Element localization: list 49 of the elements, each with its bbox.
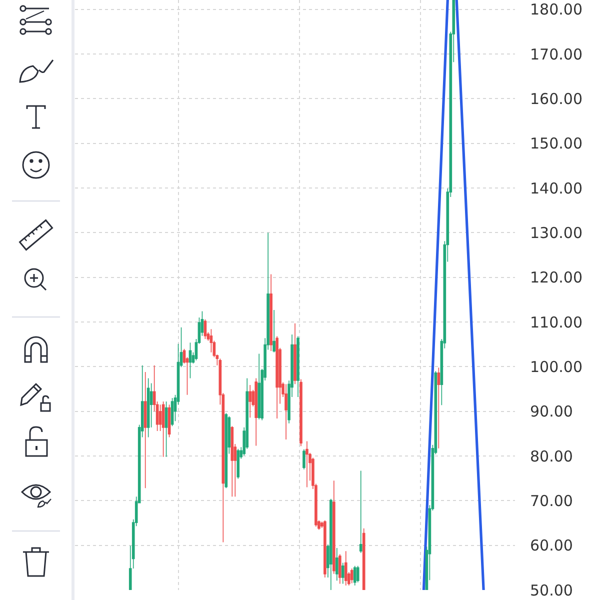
y-tick-label: 160.00 xyxy=(530,90,582,108)
candlestick xyxy=(356,565,360,583)
candlestick xyxy=(258,353,260,420)
candlestick xyxy=(230,426,234,498)
candlestick xyxy=(306,440,308,488)
candlestick xyxy=(236,448,240,480)
candlestick xyxy=(272,310,276,353)
candlestick xyxy=(296,336,300,398)
candlestick xyxy=(335,548,338,582)
candlestick xyxy=(300,378,302,447)
candlestick xyxy=(330,498,332,590)
y-tick-label: 110.00 xyxy=(530,313,582,332)
candlestick xyxy=(204,318,207,340)
y-tick-label: 90.00 xyxy=(530,402,573,421)
y-tick-label: 60.00 xyxy=(530,536,573,555)
candlestick xyxy=(341,562,344,584)
candlestick xyxy=(248,384,252,418)
y-tick-label: 50.00 xyxy=(530,581,573,600)
y-tick-label: 130.00 xyxy=(530,224,582,242)
candlestick xyxy=(270,274,272,352)
candlestick xyxy=(284,384,288,440)
candlestick xyxy=(162,401,165,458)
candlestick xyxy=(350,568,354,584)
candlestick xyxy=(188,342,192,379)
y-tick-label: 120.00 xyxy=(530,268,582,287)
candlestick xyxy=(146,378,150,438)
candlestick xyxy=(164,401,168,458)
candlestick xyxy=(254,378,258,446)
candlestick xyxy=(362,528,366,590)
y-tick-label: 140.00 xyxy=(530,179,582,198)
y-tick-label: 180.00 xyxy=(530,0,582,19)
candlestick xyxy=(144,372,147,489)
candlestick xyxy=(359,470,362,554)
y-tick-label: 150.00 xyxy=(530,134,582,153)
line-series xyxy=(455,0,485,590)
candlestick xyxy=(344,550,348,586)
candlestick xyxy=(276,336,278,419)
candlestick xyxy=(302,448,306,470)
y-tick-label: 170.00 xyxy=(530,45,582,64)
candlestick xyxy=(353,565,356,586)
y-tick-label: 70.00 xyxy=(530,492,573,510)
candlestick xyxy=(332,480,336,574)
candlestick xyxy=(324,520,326,578)
y-tick-label: 100.00 xyxy=(530,358,582,376)
y-tick-label: 80.00 xyxy=(530,447,573,466)
candlestick xyxy=(338,554,342,584)
line-series xyxy=(422,0,449,590)
candlestick xyxy=(294,322,296,384)
candlestick xyxy=(437,367,440,449)
